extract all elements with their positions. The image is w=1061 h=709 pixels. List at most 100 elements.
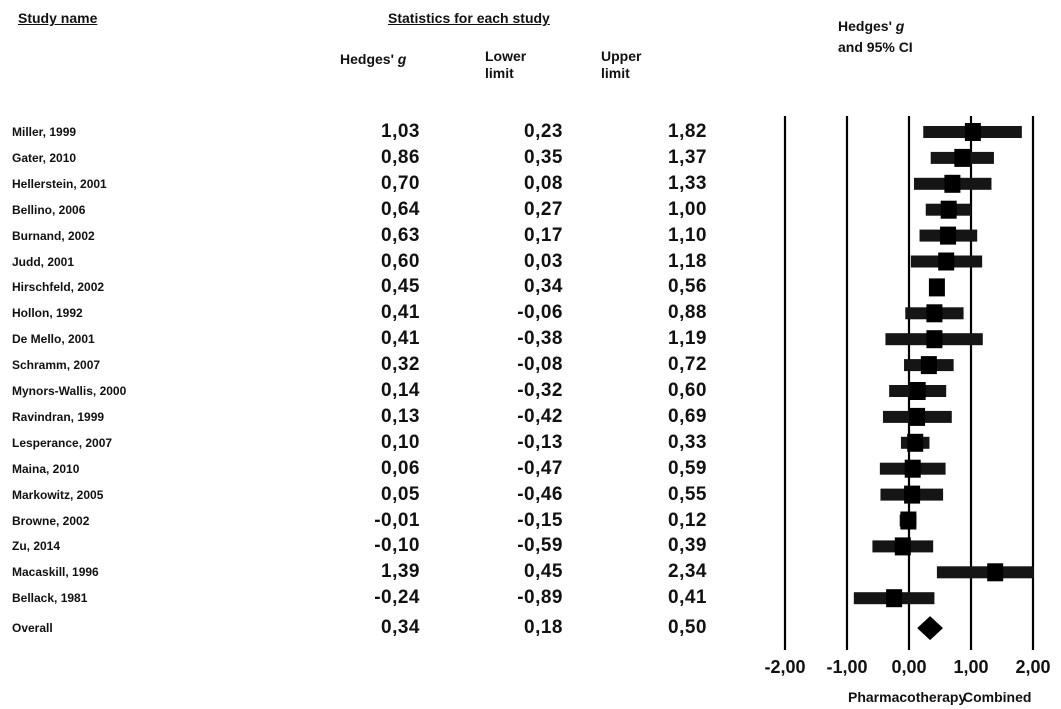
ci-header-line1: Hedges' g [838,16,913,37]
point-estimate [926,304,943,323]
upper-limit-value: 0,33 [668,431,707,453]
study-name: Hellerstein, 2001 [12,176,107,191]
upper-limit-value: 1,82 [668,121,707,142]
lower-limit-value: 0,35 [524,146,563,168]
study-name: Miller, 1999 [12,125,77,139]
lower-limit-value: 0,34 [524,276,563,298]
overall-diamond [917,616,943,641]
point-estimate [944,174,961,193]
upper-limit-value: 0,69 [668,405,707,427]
hedges-g-value: 0,13 [381,405,420,427]
upper-limit-value: 0,12 [668,509,707,531]
hedges-g-value: 0,63 [381,224,420,246]
x-tick-label: 0,00 [891,657,927,677]
upper-limit-value: 0,56 [668,276,707,298]
point-estimate [920,356,937,375]
upper-limit-header-line1: Upper [601,48,642,64]
point-estimate [940,200,957,219]
study-name: Bellino, 2006 [12,202,86,217]
point-estimate [964,123,981,141]
lower-limit-value: 0,08 [524,172,563,194]
upper-limit-header-line2: limit [601,65,630,81]
ci-header-line2: and 95% CI [838,39,913,55]
upper-limit-value: 0,39 [668,535,707,557]
point-estimate [904,485,921,504]
upper-limit-value: 1,19 [668,328,707,350]
upper-limit-value: 0,60 [668,380,707,401]
hedges-g-value: 0,45 [381,276,420,298]
upper-limit-value: 1,00 [668,198,707,220]
study-name: Judd, 2001 [12,254,75,269]
hedges-g-header: Hedges' g [340,51,406,67]
upper-limit-value: 0,50 [668,617,707,639]
hedges-g-value: 0,14 [381,380,420,401]
hedges-g-value: 0,60 [381,250,420,272]
hedges-g-value: 0,32 [381,354,420,376]
ci-header-prefix: Hedges' [838,18,892,34]
x-tick-label: -1,00 [826,657,868,677]
study-name: Lesperance, 2007 [12,435,113,450]
upper-limit-value: 0,55 [668,483,707,505]
lower-limit-value: -0,06 [517,302,563,324]
upper-limit-value: 1,37 [668,146,707,168]
lower-limit-value: 0,27 [524,198,563,220]
upper-limit-value: 2,34 [668,561,707,583]
ci-bar [936,566,1034,579]
lower-limit-value: 0,18 [524,617,563,639]
study-name: Maina, 2010 [12,461,80,476]
hedges-g-header-symbol: g [397,51,407,67]
lower-limit-value: -0,13 [517,431,563,453]
point-estimate [900,511,917,530]
study-name: Hollon, 1992 [12,306,83,321]
hedges-g-value: -0,24 [374,587,420,609]
study-name: Gater, 2010 [12,150,77,165]
upper-limit-value: 1,33 [668,172,707,194]
hedges-g-value: 0,41 [381,328,420,350]
study-name: Zu, 2014 [12,539,61,554]
point-estimate [926,330,943,349]
point-estimate [904,459,921,478]
upper-limit-value: 0,88 [668,302,707,324]
study-name: Macaskill, 1996 [12,565,99,580]
hedges-g-value: 0,41 [381,302,420,324]
x-axis-label-left: Pharmacotherapy [848,689,967,705]
study-name: Burnand, 2002 [12,228,95,243]
lower-limit-value: -0,59 [517,535,563,557]
hedges-g-value: 0,34 [381,617,420,639]
upper-limit-value: 1,10 [668,224,707,246]
lower-limit-value: -0,08 [517,354,563,376]
study-name-header: Study name [18,10,98,26]
hedges-g-value: 0,10 [381,431,420,453]
study-name: Mynors-Wallis, 2000 [12,384,127,398]
point-estimate [909,407,926,426]
hedges-g-value: 1,03 [381,121,420,142]
lower-limit-value: -0,38 [517,328,563,350]
point-estimate [987,563,1004,582]
hedges-g-value: -0,10 [374,535,420,557]
lower-limit-value: -0,42 [517,405,563,427]
upper-limit-value: 0,72 [668,354,707,376]
lower-limit-value: 0,23 [524,121,563,142]
point-estimate [954,148,971,167]
lower-limit-value: 0,45 [524,561,563,583]
study-name: Browne, 2002 [12,513,90,528]
hedges-g-value: 0,06 [381,457,420,479]
study-name: Hirschfeld, 2002 [12,280,105,295]
lower-limit-header-line1: Lower [485,48,527,64]
study-name: Markowitz, 2005 [12,487,104,502]
hedges-g-value: 0,70 [381,172,420,194]
upper-limit-value: 1,18 [668,250,707,272]
hedges-g-value: 0,86 [381,146,420,168]
upper-limit-value: 0,41 [668,587,707,609]
point-estimate [940,226,957,245]
point-estimate [928,278,945,297]
study-name: Schramm, 2007 [12,358,101,373]
ci-header: Hedges' g and 95% CI [838,16,913,58]
upper-limit-header: Upper limit [601,48,641,82]
lower-limit-value: -0,46 [517,483,563,505]
point-estimate [909,382,926,400]
ci-header-symbol: g [895,18,905,34]
hedges-g-value: 1,39 [381,561,420,583]
x-tick-label: 1,00 [953,657,989,677]
